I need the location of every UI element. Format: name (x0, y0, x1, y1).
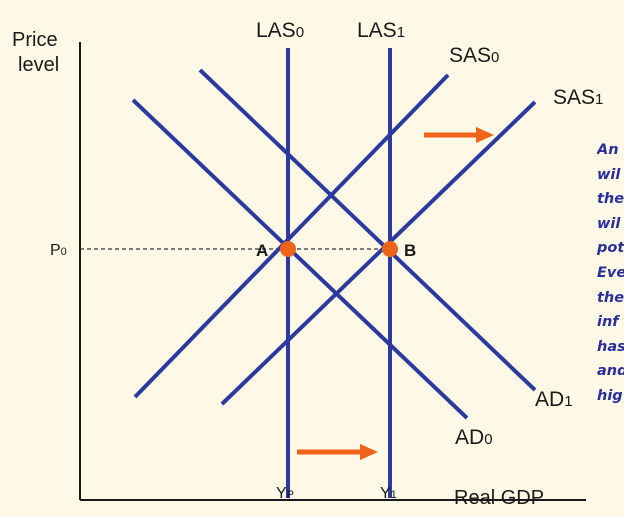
note-line: wil (597, 166, 621, 183)
ad1-curve (198, 68, 537, 392)
point-b-label: B (404, 241, 416, 260)
point-b-marker (382, 241, 398, 257)
note-line: hig (597, 387, 623, 404)
y-axis-title-line2: level (18, 54, 59, 76)
note-line: the (597, 191, 624, 208)
ad1-label: AD1 (535, 388, 573, 411)
note-line: has (597, 338, 624, 355)
point-a-label: A (256, 241, 268, 260)
sas0-curve (133, 73, 450, 399)
sas0-label: SAS0 (449, 44, 499, 67)
las0-label: LAS0 (256, 19, 304, 42)
sas1-label: SAS1 (553, 86, 603, 109)
note-line: the (597, 289, 624, 306)
note-line: and (597, 363, 624, 380)
note-line: wil (597, 215, 621, 232)
note-line: Eve (597, 264, 624, 281)
sas-shift-arrow (424, 127, 494, 143)
las-shift-arrow (297, 444, 378, 460)
x-axis-title: Real GDP (454, 487, 544, 509)
note-line: inf (597, 314, 619, 331)
note-line: An (597, 142, 619, 158)
ad0-label: AD0 (455, 426, 493, 449)
yp-tick-label: YP (276, 485, 294, 502)
sas1-curve (220, 100, 537, 406)
p0-tick-label: P0 (50, 242, 67, 259)
las1-label: LAS1 (357, 19, 405, 42)
y1-tick-label: Y1 (380, 485, 397, 502)
point-a-marker (280, 241, 296, 257)
note-line: pot (597, 240, 624, 257)
ad0-curve (131, 98, 469, 420)
y-axis-title-line1: Price (12, 29, 58, 51)
side-note-text: An wil the wil pot Eve the inf has and h… (597, 138, 624, 409)
